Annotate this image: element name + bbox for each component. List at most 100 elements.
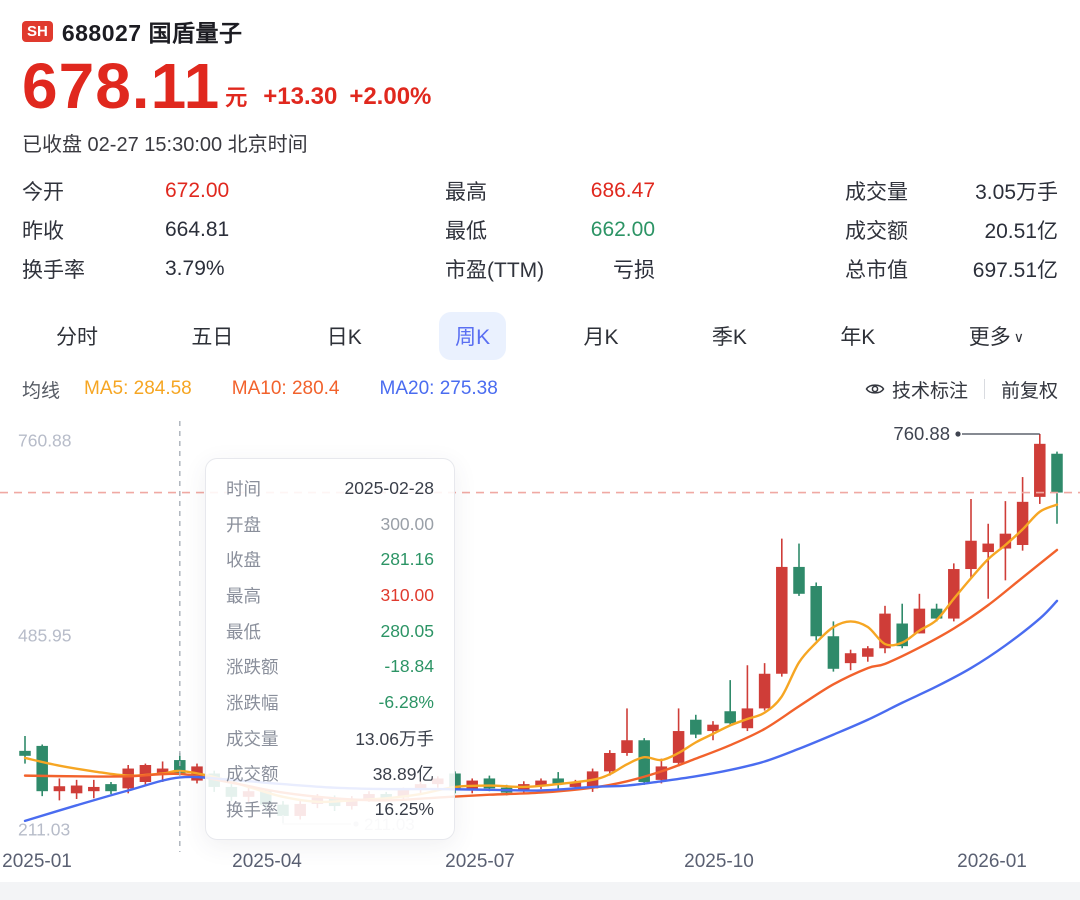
candle-36 — [638, 740, 650, 782]
stat-column: 今开 672.00 昨收 664.81 换手率 3.79% — [22, 171, 445, 288]
tooltip-value: 300.00 — [380, 513, 434, 534]
tooltip-value: 38.89亿 — [372, 764, 434, 785]
candle-35 — [621, 740, 633, 753]
candle-8 — [156, 768, 169, 774]
stat-value: 697.51亿 — [972, 258, 1058, 282]
x-axis-label: 2025-10 — [684, 851, 754, 872]
tooltip-value: 16.25% — [374, 798, 434, 819]
candle-39 — [690, 719, 702, 735]
candle-60 — [1051, 453, 1063, 493]
candle-50 — [879, 613, 891, 649]
tooltip-row: 收盘 281.16 — [226, 547, 434, 572]
candle-6 — [122, 768, 134, 789]
candle-37 — [655, 766, 668, 780]
candle-40 — [707, 724, 719, 732]
stat-label: 总市值 — [845, 258, 908, 282]
tooltip-value: -6.28% — [378, 691, 434, 712]
period-tabs: 分时 五日 日K 周K 月K 季K 年K 更多 ∨ — [0, 312, 1080, 360]
tooltip-value: 13.06万手 — [355, 728, 434, 749]
stat-column: 成交量 3.05万手成交额 20.51亿总市值 697.51亿 — [845, 171, 1058, 288]
ma5-legend: MA5: 284.58 — [84, 378, 192, 399]
adjust-mode-button[interactable]: 前复权 — [1000, 380, 1058, 402]
tab-月K[interactable]: 月K — [583, 326, 619, 349]
candle-27 — [483, 778, 496, 789]
stat-row: 换手率 3.79% — [22, 249, 445, 288]
title-row: SH 688027 国盾量子 — [22, 16, 1058, 46]
stat-value: 3.05万手 — [975, 180, 1058, 204]
tab-季K[interactable]: 季K — [711, 326, 747, 349]
candle-43 — [758, 673, 771, 709]
candle-41 — [724, 711, 736, 724]
tooltip-label: 换手率 — [226, 799, 279, 820]
tooltip-label: 成交量 — [226, 728, 279, 749]
current-price: 678.11 — [22, 50, 221, 123]
price-change-pct: +2.00% — [349, 83, 432, 110]
tab-日K[interactable]: 日K — [326, 326, 362, 349]
x-axis-label: 2025-07 — [445, 851, 515, 872]
candle-47 — [827, 636, 840, 669]
stat-label: 最低 — [445, 219, 487, 243]
stock-code-name: 688027 国盾量子 — [61, 20, 243, 46]
kline-chart[interactable]: 760.88 211.03 760.88 485.95 211.03 2025-01 2… — [0, 416, 1080, 882]
stat-row: 市盈(TTM) 亏损 — [445, 249, 655, 288]
ma-bar: 均线 MA5: 284.58 MA10: 280.4 MA20: 275.38 … — [0, 374, 1080, 404]
tab-年K[interactable]: 年K — [840, 326, 876, 349]
x-axis-label: 2026-01 — [957, 851, 1027, 872]
stat-value: 亏损 — [613, 258, 655, 282]
stat-row: 成交额 20.51亿 — [845, 210, 1058, 249]
candle-59 — [1034, 443, 1046, 497]
stock-header: SH 688027 国盾量子 678.11 元 +13.30 +2.00% 已收… — [0, 0, 1080, 157]
candle-3 — [70, 785, 83, 794]
bottom-bar — [0, 882, 1080, 900]
tab-周K[interactable]: 周K — [439, 312, 507, 360]
stat-label: 成交额 — [845, 219, 908, 243]
market-status: 已收盘 02-27 15:30:00 北京时间 — [22, 134, 308, 156]
tooltip-label: 时间 — [226, 479, 261, 499]
chart-options: 技术标注 前复权 — [865, 376, 1058, 403]
stat-value: 20.51亿 — [984, 219, 1058, 243]
candle-31 — [552, 778, 564, 784]
tab-more[interactable]: 更多 ∨ — [953, 312, 1040, 360]
tooltip-label: 涨跌额 — [226, 657, 279, 678]
tooltip-value: 2025-02-28 — [344, 478, 434, 498]
x-axis-label: 2025-04 — [232, 851, 302, 872]
tooltip-row: 开盘 300.00 — [226, 512, 434, 537]
candle-30 — [535, 780, 547, 787]
y-axis-label: 485.95 — [18, 625, 72, 645]
stat-row: 成交量 3.05万手 — [845, 171, 1058, 210]
divider — [983, 379, 985, 399]
tech-annotation-toggle[interactable]: 技术标注 — [891, 380, 968, 402]
candle-51 — [896, 623, 908, 647]
stat-label: 市盈(TTM) — [445, 258, 545, 282]
ma20-legend: MA20: 275.38 — [379, 378, 498, 399]
stats-grid: 今开 672.00 昨收 664.81 换手率 3.79% 最高 686.47 最低 662.00… — [22, 171, 1058, 288]
candle-7 — [139, 765, 152, 782]
tooltip-row: 成交额 38.89亿 — [226, 761, 434, 786]
stat-value: 662.00 — [590, 217, 655, 241]
price-change: +13.30 — [263, 83, 338, 110]
tooltip-label: 最低 — [226, 621, 261, 642]
tab-五日[interactable]: 五日 — [191, 326, 234, 349]
candle-5 — [105, 784, 117, 792]
stat-row: 今开 672.00 — [22, 171, 445, 210]
ma10-legend: MA10: 280.4 — [231, 378, 340, 399]
chevron-down-icon: ∨ — [1013, 328, 1024, 345]
exchange-badge: SH — [22, 20, 53, 42]
y-axis-label: 760.88 — [18, 430, 72, 451]
tooltip-row: 最高 310.00 — [226, 583, 434, 608]
eye-icon — [865, 381, 885, 397]
stat-value: 686.47 — [590, 178, 655, 202]
candle-56 — [982, 543, 994, 553]
tooltip-label: 涨跌幅 — [226, 692, 279, 713]
candle-48 — [844, 653, 857, 664]
candle-38 — [672, 731, 685, 763]
tooltip-label: 成交额 — [226, 764, 279, 785]
tab-分时[interactable]: 分时 — [56, 326, 98, 349]
tooltip-value: 280.05 — [380, 620, 434, 641]
stat-label: 换手率 — [22, 258, 85, 282]
candle-tooltip: 时间 2025-02-28 开盘 300.00 收盘 281.16 最高 310.00 最低 28… — [205, 458, 455, 840]
candle-25 — [449, 773, 461, 791]
candle-44 — [776, 566, 788, 674]
candle-52 — [913, 608, 926, 634]
stat-row: 总市值 697.51亿 — [845, 249, 1058, 288]
